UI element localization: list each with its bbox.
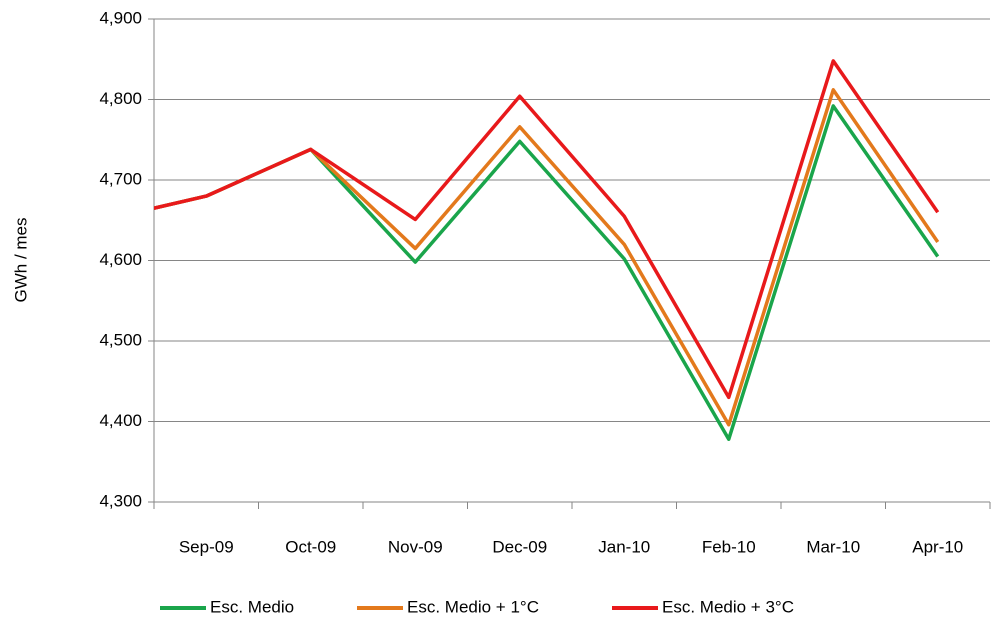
y-tick-label: 4,400 <box>99 411 142 430</box>
x-tick-label: Mar-10 <box>806 537 860 556</box>
x-tick-label: Jan-10 <box>598 537 650 556</box>
x-tick-label: Nov-09 <box>388 537 443 556</box>
y-axis-label: GWh / mes <box>11 217 30 302</box>
x-tick-label: Apr-10 <box>912 537 963 556</box>
y-tick-label: 4,300 <box>99 491 142 510</box>
series-line <box>154 59 940 400</box>
legend-label: Esc. Medio + 3°C <box>662 597 794 616</box>
y-tick-label: 4,800 <box>99 89 142 108</box>
plot-lines <box>154 59 940 441</box>
y-tick-label: 4,600 <box>99 250 142 269</box>
x-tick-label: Feb-10 <box>702 537 756 556</box>
x-tick-label: Sep-09 <box>179 537 234 556</box>
y-tick-label: 4,500 <box>99 330 142 349</box>
legend-label: Esc. Medio <box>210 597 294 616</box>
y-tick-label: 4,900 <box>99 8 142 27</box>
x-tick-label: Dec-09 <box>492 537 547 556</box>
x-tick-label: Oct-09 <box>285 537 336 556</box>
legend-label: Esc. Medio + 1°C <box>407 597 539 616</box>
y-tick-label: 4,700 <box>99 169 142 188</box>
